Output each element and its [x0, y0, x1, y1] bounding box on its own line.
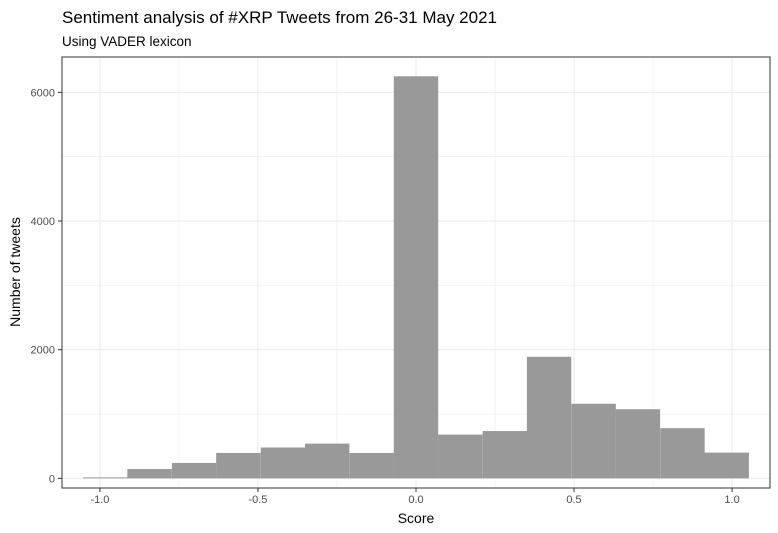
bars [83, 76, 749, 479]
histogram-bar [438, 434, 483, 479]
histogram-bar [571, 403, 616, 479]
histogram-bar [304, 443, 350, 479]
y-tick-label: 4000 [31, 216, 55, 228]
histogram-bar [171, 462, 217, 479]
y-tick-label: 2000 [31, 345, 55, 357]
histogram-bar [83, 477, 128, 479]
x-tick-label: 1.0 [724, 494, 739, 506]
histogram-bar [660, 428, 705, 479]
x-axis-ticks: -1.0 -0.5 0.0 0.5 1.0 [90, 488, 740, 506]
x-axis-label: Score [398, 510, 435, 526]
chart-title: Sentiment analysis of #XRP Tweets from 2… [62, 8, 497, 27]
histogram-bar [393, 76, 439, 479]
histogram-bar [349, 452, 394, 479]
y-tick-label: 6000 [31, 87, 55, 99]
y-tick-label: 0 [49, 473, 55, 485]
x-tick-label: 0.5 [566, 494, 581, 506]
histogram-bar [216, 452, 261, 479]
chart-subtitle: Using VADER lexicon [62, 34, 192, 49]
histogram-bar [615, 409, 661, 479]
histogram-bar [482, 431, 528, 479]
x-tick-label: -1.0 [90, 494, 109, 506]
y-axis-ticks: 0 2000 4000 6000 [31, 87, 62, 485]
histogram-bar [260, 447, 306, 479]
y-axis-label: Number of tweets [7, 217, 23, 327]
x-tick-label: -0.5 [248, 494, 267, 506]
x-tick-label: 0.0 [408, 494, 423, 506]
histogram-bar [704, 452, 749, 479]
histogram-bar [127, 469, 172, 479]
histogram-bar [526, 356, 572, 479]
